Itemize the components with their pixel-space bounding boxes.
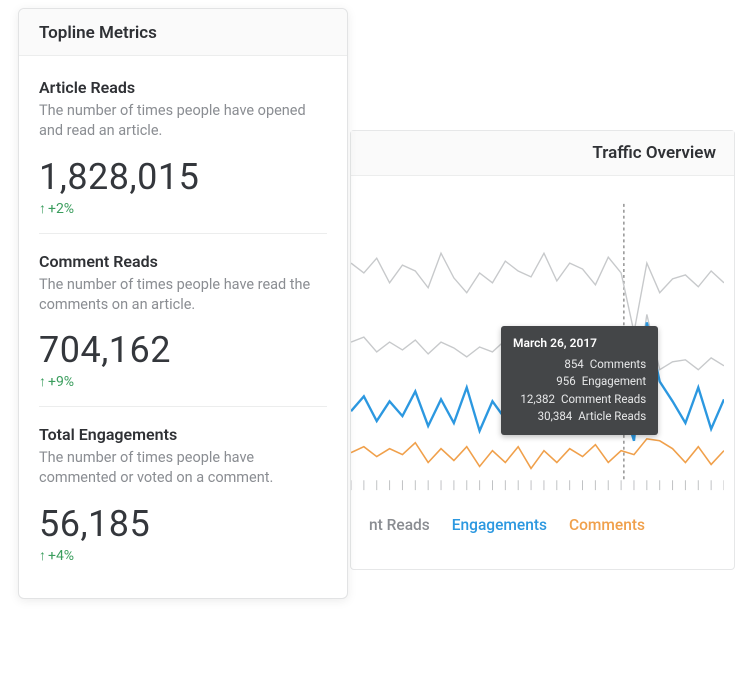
chart-tooltip: March 26, 2017 854 Comments 956 Engageme… — [501, 326, 658, 435]
traffic-chart[interactable]: March 26, 2017 854 Comments 956 Engageme… — [351, 176, 734, 506]
tooltip-row: 854 Comments — [513, 356, 646, 373]
metric-delta: +9% — [39, 373, 327, 390]
metric-article-reads: Article Reads The number of times people… — [39, 60, 327, 233]
tooltip-date: March 26, 2017 — [513, 334, 646, 352]
metric-value: 1,828,015 — [39, 156, 327, 198]
tooltip-row: 956 Engagement — [513, 373, 646, 390]
tooltip-label: Comment Reads — [561, 391, 646, 408]
metric-total-engagements: Total Engagements The number of times pe… — [39, 406, 327, 580]
tooltip-value: 12,382 — [513, 391, 555, 408]
metric-title: Comment Reads — [39, 252, 327, 271]
metric-title: Total Engagements — [39, 425, 327, 444]
traffic-overview-card: Traffic Overview March 26, 2017 854 Comm… — [350, 130, 735, 570]
traffic-overview-header: Traffic Overview — [351, 131, 734, 176]
tooltip-value: 956 — [534, 373, 576, 390]
legend-comment-reads[interactable]: nt Reads — [369, 516, 430, 534]
metric-delta: +4% — [39, 547, 327, 564]
topline-metrics-title: Topline Metrics — [39, 23, 327, 43]
metric-title: Article Reads — [39, 78, 327, 97]
topline-metrics-card: Topline Metrics Article Reads The number… — [18, 8, 348, 599]
tooltip-label: Engagement — [582, 373, 646, 390]
legend-engagements[interactable]: Engagements — [452, 516, 547, 534]
tooltip-row: 30,384 Article Reads — [513, 408, 646, 425]
traffic-overview-title: Traffic Overview — [369, 143, 716, 163]
tooltip-value: 854 — [542, 356, 584, 373]
chart-legend: nt Reads Engagements Comments — [351, 506, 734, 548]
metric-comment-reads: Comment Reads The number of times people… — [39, 233, 327, 407]
tooltip-label: Comments — [590, 356, 646, 373]
metric-description: The number of times people have commente… — [39, 448, 327, 489]
topline-metrics-header: Topline Metrics — [19, 9, 347, 56]
metric-value: 704,162 — [39, 329, 327, 371]
tooltip-label: Article Reads — [578, 408, 646, 425]
metric-description: The number of times people have read the… — [39, 275, 327, 316]
metric-delta: +2% — [39, 200, 327, 217]
tooltip-value: 30,384 — [530, 408, 572, 425]
metric-value: 56,185 — [39, 503, 327, 545]
metric-description: The number of times people have opened a… — [39, 101, 327, 142]
legend-comments[interactable]: Comments — [569, 516, 645, 534]
topline-metrics-body: Article Reads The number of times people… — [19, 56, 347, 598]
tooltip-row: 12,382 Comment Reads — [513, 391, 646, 408]
